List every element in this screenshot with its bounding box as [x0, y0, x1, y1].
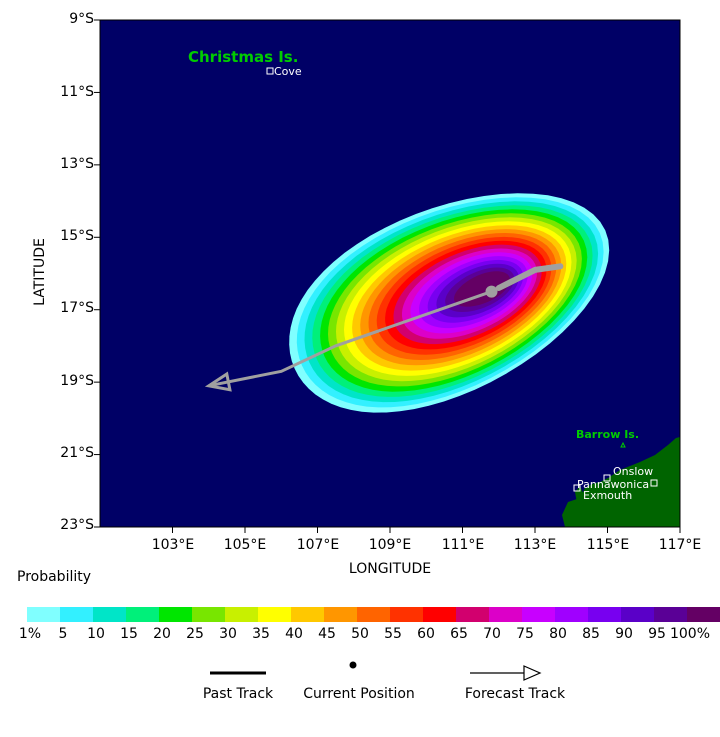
probability-field — [289, 193, 610, 413]
y-tick-label: 19°S — [60, 373, 94, 389]
legend-swatch — [654, 607, 687, 622]
probability-color-scale — [27, 607, 720, 622]
key-current-position-label: Current Position — [303, 686, 415, 702]
key-current-position-dot — [349, 661, 357, 669]
legend-swatch — [27, 607, 60, 622]
legend-tick-label: 85 — [582, 626, 600, 642]
x-tick-label: 109°E — [368, 537, 412, 553]
legend-tick-label: 80 — [549, 626, 567, 642]
legend-swatch — [456, 607, 489, 622]
legend-swatch — [522, 607, 555, 622]
current-position-marker — [485, 285, 498, 298]
legend-tick-label: 40 — [285, 626, 303, 642]
legend-swatch — [357, 607, 390, 622]
legend-swatch — [93, 607, 126, 622]
key-forecast-track-label: Forecast Track — [464, 686, 566, 702]
legend-swatch — [687, 607, 720, 622]
legend-tick-label: 65 — [450, 626, 468, 642]
legend-swatch — [324, 607, 357, 622]
legend-tick-label: 75 — [516, 626, 534, 642]
land-western-australia — [562, 437, 680, 527]
x-tick-label: 115°E — [586, 537, 630, 553]
y-tick-label: 23°S — [60, 517, 94, 533]
town-marker-cove — [266, 67, 274, 75]
legend-tick-label: 95 — [648, 626, 666, 642]
x-tick-label: 113°E — [513, 537, 557, 553]
legend-tick-label: 20 — [153, 626, 171, 642]
label-pannawonica: Pannawonica — [577, 478, 649, 491]
label-exmouth: Exmouth — [583, 489, 632, 502]
forecast-track-line — [208, 290, 492, 388]
past-track-line — [495, 263, 564, 291]
x-tick-label: 107°E — [296, 537, 340, 553]
legend-tick-label: 25 — [186, 626, 204, 642]
legend-swatch — [555, 607, 588, 622]
legend-tick-label: 10 — [87, 626, 105, 642]
x-axis-title: LONGITUDE — [348, 561, 432, 577]
legend-swatch — [489, 607, 522, 622]
barrow-island-land — [620, 441, 626, 448]
y-tick-label: 21°S — [60, 445, 94, 461]
legend-swatch — [126, 607, 159, 622]
legend-swatch — [291, 607, 324, 622]
town-marker-pannawonica — [650, 479, 658, 487]
probability-contour-20 — [454, 271, 510, 307]
legend-swatch — [192, 607, 225, 622]
legend-tick-label: 60 — [417, 626, 435, 642]
legend-tick-label: 35 — [252, 626, 270, 642]
label-barrow-island: Barrow Is. — [576, 428, 639, 441]
legend-swatch — [258, 607, 291, 622]
y-axis-title: LATITUDE — [32, 238, 48, 306]
legend-swatch — [390, 607, 423, 622]
town-marker-onslow — [603, 474, 611, 482]
town-marker-exmouth — [573, 484, 581, 492]
y-tick-label: 13°S — [60, 156, 94, 172]
legend-tick-label: 50 — [351, 626, 369, 642]
legend-title: Probability — [17, 569, 92, 585]
legend-swatch — [423, 607, 456, 622]
legend-tick-label: 1% — [18, 626, 42, 642]
x-tick-label: 111°E — [441, 537, 485, 553]
legend-swatch — [588, 607, 621, 622]
label-onslow: Onslow — [613, 465, 653, 478]
x-tick-label: 117°E — [658, 537, 702, 553]
legend-tick-label: 5 — [58, 626, 68, 642]
key-past-track-label: Past Track — [202, 686, 274, 702]
label-christmas-island: Christmas Is. — [188, 48, 298, 66]
x-tick-label: 105°E — [223, 537, 267, 553]
y-tick-label: 15°S — [60, 228, 94, 244]
y-tick-label: 17°S — [60, 300, 94, 316]
forecast-arrow-head — [204, 371, 232, 392]
legend-tick-label: 70 — [483, 626, 501, 642]
key-forecast-arrow-head — [523, 665, 542, 681]
label-cove: Cove — [274, 65, 302, 78]
y-tick-label: 9°S — [69, 11, 94, 27]
legend-tick-label: 55 — [384, 626, 402, 642]
legend-tick-label: 45 — [318, 626, 336, 642]
legend-tick-label: 30 — [219, 626, 237, 642]
legend-swatch — [621, 607, 654, 622]
legend-swatch — [159, 607, 192, 622]
legend-swatch — [225, 607, 258, 622]
legend-tick-label: 15 — [120, 626, 138, 642]
legend-tick-label: 100% — [669, 626, 711, 642]
x-tick-label: 103°E — [151, 537, 195, 553]
legend-tick-label: 90 — [615, 626, 633, 642]
legend-swatch — [60, 607, 93, 622]
y-tick-label: 11°S — [60, 84, 94, 100]
